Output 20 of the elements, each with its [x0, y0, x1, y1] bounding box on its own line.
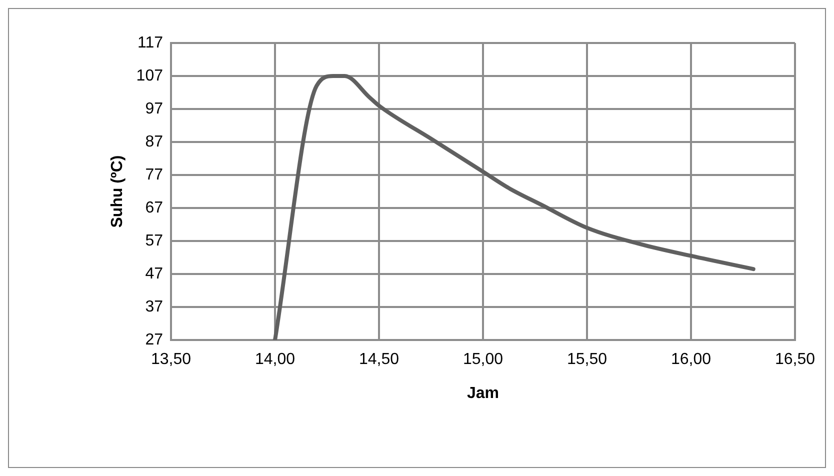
y-axis-title: Suhu (ºC)	[109, 155, 126, 228]
y-tick-label: 37	[145, 298, 164, 316]
x-tick-label: 13,50	[150, 351, 192, 368]
y-tick-label: 107	[136, 67, 164, 84]
x-tick-label: 15,00	[462, 351, 504, 368]
x-tick-label: 14,50	[358, 351, 400, 368]
x-tick-label: 14,00	[254, 351, 296, 368]
y-tick-label: 67	[145, 199, 164, 216]
y-tick-label: 87	[145, 133, 164, 150]
y-tick-label: 117	[137, 34, 164, 52]
y-tick-label: 57	[145, 232, 164, 250]
y-tick-label: 47	[145, 265, 164, 282]
x-tick-label: 16,50	[774, 351, 816, 368]
y-tick-label: 27	[145, 331, 164, 348]
x-tick-label: 15,50	[566, 351, 608, 368]
x-tick-label: 16,00	[670, 351, 712, 368]
x-axis-title: Jam	[466, 384, 500, 402]
y-tick-label: 77	[145, 166, 164, 184]
line-series	[272, 74, 756, 340]
y-tick-label: 97	[145, 100, 164, 118]
